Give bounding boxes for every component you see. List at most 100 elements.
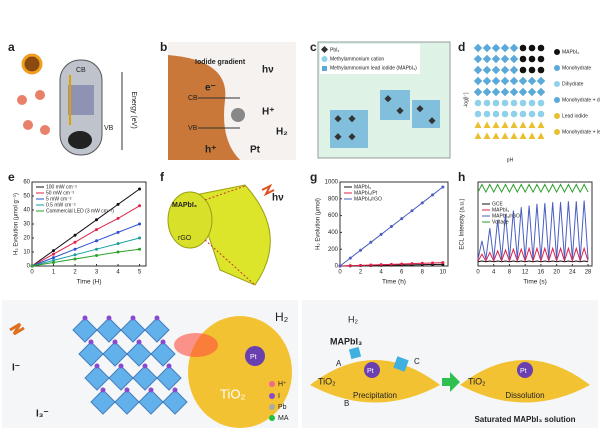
- crystal: [393, 356, 409, 372]
- data-point: [138, 204, 142, 208]
- panel-label: h: [458, 170, 465, 184]
- phase-point: [537, 132, 545, 139]
- x-axis-label: Time (h): [382, 279, 406, 286]
- data-point: [73, 257, 77, 261]
- phase-point: [509, 54, 519, 64]
- vb: VB: [188, 125, 198, 132]
- ion: [23, 120, 33, 130]
- data-point: [52, 249, 56, 253]
- octahedron: [144, 317, 170, 343]
- series-line: [477, 183, 589, 194]
- ion: [35, 90, 45, 100]
- phase-point: [501, 132, 509, 139]
- panel-f: MAPbI₃ rGO hν: [167, 183, 284, 286]
- octahedron: [90, 389, 116, 415]
- legend-text: MAPbI₃: [492, 207, 509, 213]
- mapbi3: MAPbI₃: [330, 336, 362, 346]
- phase-point: [537, 110, 545, 118]
- series-line: [31, 248, 140, 267]
- iodide-atom: [172, 387, 178, 393]
- data-point: [95, 254, 99, 257]
- data-point: [138, 236, 142, 240]
- phase-point: [510, 110, 518, 118]
- legend-symbol: [554, 113, 560, 119]
- x-tick-label: 10: [440, 270, 447, 276]
- y-label: -log[I⁻]: [463, 92, 469, 108]
- panel-i: i I⁻ I₃⁻ TiO₂ Pt H₂ H⁺ I Pb MA: [2, 300, 298, 428]
- data-point: [52, 252, 56, 256]
- h2: H₂: [275, 310, 289, 324]
- x-tick-label: 0: [338, 270, 342, 276]
- x-tick-label: 4: [492, 270, 496, 276]
- panel-b: b Iodide gradient hν e⁻ h⁺ H⁺ H₂ Pt CB V…: [160, 40, 296, 160]
- phase-point: [500, 76, 510, 86]
- data-point: [369, 263, 373, 267]
- y-tick-label: 0: [335, 264, 339, 270]
- legend-dot: [269, 404, 275, 410]
- tio2-label: TiO₂: [468, 376, 486, 386]
- octahedron: [108, 365, 134, 391]
- panel-label: c: [310, 40, 317, 54]
- panel-label: d: [458, 40, 465, 54]
- legend-dot: [269, 381, 275, 387]
- iodide-atom: [82, 315, 88, 321]
- phase-point: [528, 55, 536, 63]
- y-tick-label: 400: [328, 230, 339, 236]
- phase-point: [482, 87, 492, 97]
- x-tick-label: 8: [508, 270, 512, 276]
- data-point: [95, 218, 99, 222]
- legend-text: 0.5 mW cm⁻²: [46, 202, 76, 208]
- phase-point: [501, 110, 509, 118]
- octahedron: [78, 341, 104, 367]
- plot-frame: [339, 181, 449, 267]
- phase-grid: [473, 43, 546, 139]
- phase-point: [483, 132, 491, 139]
- x-tick-label: 6: [400, 270, 404, 276]
- phase-point: [537, 121, 545, 128]
- ion: [40, 125, 50, 135]
- data-point: [420, 261, 424, 265]
- y-tick-label: 800: [328, 196, 339, 202]
- crystal: [380, 90, 410, 120]
- legend: MAPbI₃ Monohydrate Dihydrate Monohydrate + …: [554, 49, 600, 135]
- x-tick-label: 4: [116, 270, 120, 276]
- sphere-section: [194, 184, 271, 286]
- dissolution: Dissolution: [505, 391, 544, 400]
- phase-point: [519, 121, 527, 128]
- phase-point: [474, 99, 482, 107]
- phase-point: [491, 65, 501, 75]
- panel-label: e: [8, 170, 15, 184]
- phase-point: [518, 87, 528, 97]
- panel-label: b: [160, 40, 167, 54]
- iodide-atom: [88, 339, 94, 345]
- charge-transfer: [174, 333, 218, 357]
- phase-point: [536, 76, 546, 86]
- legend-symbol: [321, 56, 328, 62]
- data-point: [338, 264, 342, 268]
- phase-point: [537, 44, 545, 52]
- phase-point: [501, 121, 509, 128]
- energy-label: Energy (eV): [130, 91, 137, 128]
- arrow: [442, 372, 460, 392]
- data-point: [95, 228, 99, 232]
- x-tick-label: 0: [476, 270, 480, 276]
- y-axis-label: ECL Intensity (a.u.): [460, 198, 466, 249]
- y-axis-label: H₂ Evolution (μmol): [316, 198, 322, 250]
- y-axis-label: H₂ Evolution (μmol g⁻¹): [14, 193, 20, 255]
- panel-label: g: [310, 170, 317, 184]
- y-tick-label: 20: [23, 236, 30, 242]
- light: [9, 322, 25, 336]
- y-tick-label: 1000: [325, 180, 339, 186]
- data-point: [138, 247, 142, 251]
- data-point: [400, 217, 404, 221]
- legend-text: 5 mW cm⁻²: [46, 196, 72, 202]
- sphere: [167, 191, 213, 249]
- phase-point: [519, 110, 527, 118]
- iodide-atom: [124, 387, 130, 393]
- legend-text: Pb: [278, 404, 287, 411]
- phase-point: [528, 99, 536, 107]
- x-tick-label: 12: [522, 270, 529, 276]
- panel-c: c PbI₂ Methylammonium cation Methylammon…: [310, 40, 451, 159]
- data-point: [410, 262, 414, 266]
- phase-point: [482, 76, 492, 86]
